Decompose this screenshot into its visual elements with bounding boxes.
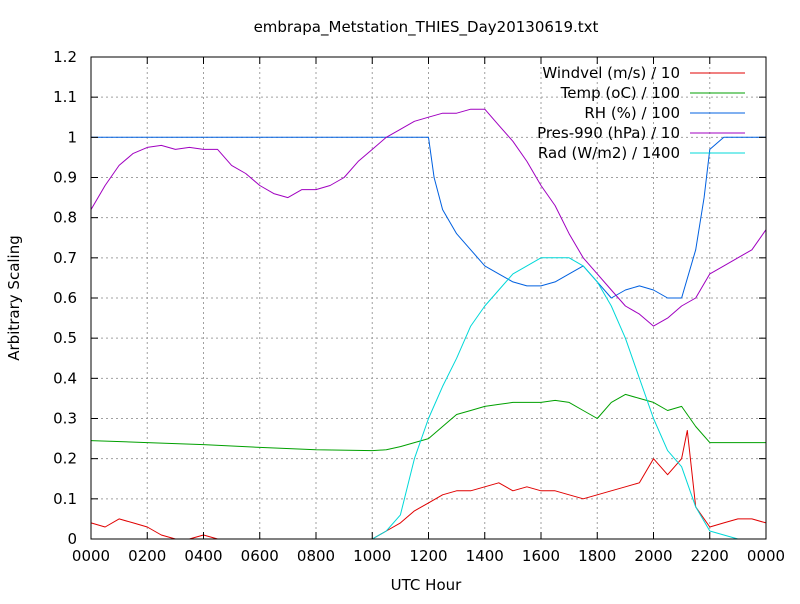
- legend-label: Windvel (m/s) / 10: [542, 64, 680, 82]
- y-tick-label: 0.4: [53, 369, 77, 387]
- y-tick-label: 0.3: [53, 410, 77, 428]
- x-tick-label: 1200: [409, 547, 447, 565]
- y-tick-label: 0.5: [53, 329, 77, 347]
- ticks: 0000 0200 0400 0600 0800 1000 1200 1400 1600 1800…: [53, 48, 785, 565]
- legend-label: Pres-990 (hPa) / 10: [537, 124, 680, 142]
- legend-label: RH (%) / 100: [584, 104, 680, 122]
- x-tick-label: 1600: [522, 547, 560, 565]
- x-tick-label: 0800: [297, 547, 335, 565]
- legend: Windvel (m/s) / 10 Temp (oC) / 100 RH (%) …: [537, 64, 745, 162]
- y-tick-label: 0.7: [53, 249, 77, 267]
- x-tick-label: 1800: [578, 547, 616, 565]
- y-tick-label: 0.9: [53, 169, 77, 187]
- x-tick-label: 2200: [691, 547, 729, 565]
- y-axis-label: Arbitrary Scaling: [5, 235, 23, 361]
- x-tick-label: 0400: [184, 547, 222, 565]
- x-tick-label: 2000: [634, 547, 672, 565]
- y-tick-label: 1.1: [53, 88, 77, 106]
- x-tick-label: 1400: [466, 547, 504, 565]
- legend-label: Temp (oC) / 100: [560, 84, 680, 102]
- chart-title: embrapa_Metstation_THIES_Day20130619.txt: [254, 18, 599, 37]
- x-tick-label: 0200: [128, 547, 166, 565]
- y-tick-label: 0.2: [53, 450, 77, 468]
- x-tick-label: 0000: [747, 547, 785, 565]
- series-line-3: [91, 136, 766, 299]
- series-line-5: [91, 257, 766, 540]
- y-tick-label: 0.8: [53, 209, 77, 227]
- y-tick-label: 0: [67, 530, 77, 548]
- series-line-4: [90, 108, 767, 327]
- x-tick-label: 0000: [72, 547, 110, 565]
- y-tick-label: 1.2: [53, 48, 77, 66]
- series-line-2: [90, 393, 766, 452]
- x-axis-label: UTC Hour: [391, 576, 462, 594]
- series-layer: [90, 108, 767, 540]
- series-line-1: [90, 430, 767, 540]
- y-tick-label: 1: [67, 128, 77, 146]
- y-tick-label: 0.1: [53, 490, 77, 508]
- x-tick-label: 0600: [241, 547, 279, 565]
- x-tick-label: 1000: [353, 547, 391, 565]
- legend-label: Rad (W/m2) / 1400: [538, 144, 680, 162]
- y-tick-label: 0.6: [53, 289, 77, 307]
